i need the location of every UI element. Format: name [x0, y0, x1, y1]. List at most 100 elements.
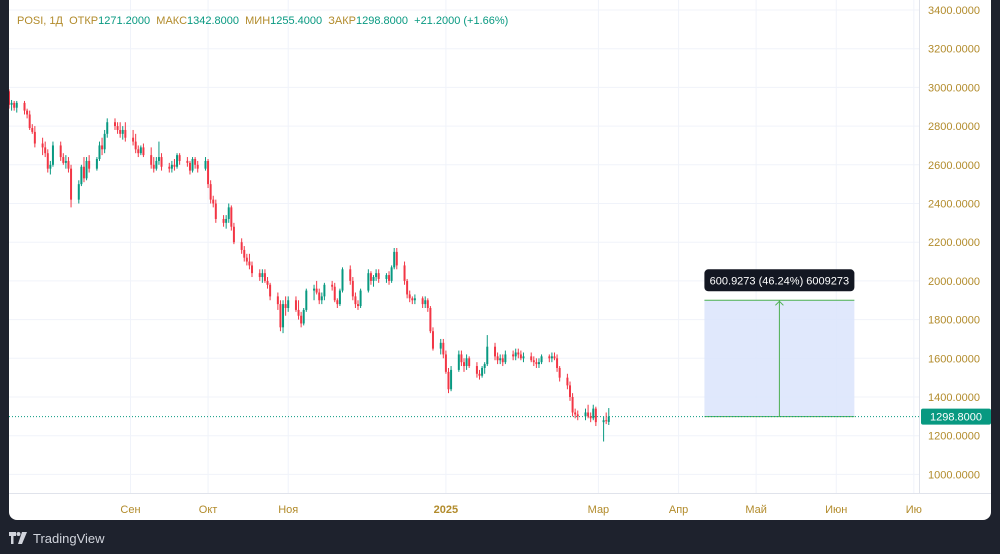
candle-body[interactable] — [426, 300, 429, 308]
candle-body[interactable] — [178, 155, 181, 161]
candle-body[interactable] — [263, 273, 266, 281]
candle-body[interactable] — [137, 149, 140, 154]
candle-body[interactable] — [23, 102, 26, 111]
candle-body[interactable] — [230, 207, 233, 227]
candle-body[interactable] — [209, 184, 212, 200]
candle-body[interactable] — [70, 168, 73, 200]
candle-body[interactable] — [243, 249, 246, 258]
candle-body[interactable] — [284, 304, 287, 308]
candle-body[interactable] — [592, 408, 595, 419]
candle-body[interactable] — [142, 147, 145, 156]
candle-body[interactable] — [403, 265, 406, 281]
candle-body[interactable] — [191, 158, 194, 171]
candle-body[interactable] — [302, 309, 305, 324]
candle-body[interactable] — [607, 416, 610, 422]
candle-body[interactable] — [535, 362, 538, 365]
candle-body[interactable] — [119, 129, 122, 134]
candle-body[interactable] — [287, 300, 290, 308]
legend-symbol[interactable]: POSI — [17, 15, 44, 27]
candle-body[interactable] — [222, 218, 225, 223]
candle-body[interactable] — [41, 143, 44, 148]
candle-body[interactable] — [176, 155, 179, 167]
candle-body[interactable] — [300, 315, 303, 324]
candle-body[interactable] — [494, 346, 497, 357]
candle-body[interactable] — [447, 371, 450, 390]
candle-body[interactable] — [519, 354, 522, 359]
candle-body[interactable] — [49, 164, 52, 169]
candle-body[interactable] — [188, 162, 191, 171]
candle-body[interactable] — [375, 273, 378, 278]
candle-body[interactable] — [232, 226, 235, 243]
candle-body[interactable] — [385, 275, 388, 279]
candle-body[interactable] — [139, 147, 142, 154]
candle-body[interactable] — [132, 137, 135, 142]
branding-footer[interactable]: TradingView — [9, 527, 105, 549]
candle-body[interactable] — [478, 373, 481, 376]
candle-body[interactable] — [377, 273, 380, 279]
candle-body[interactable] — [408, 294, 411, 299]
candle-body[interactable] — [227, 207, 230, 219]
candle-body[interactable] — [338, 290, 341, 305]
candle-body[interactable] — [444, 354, 447, 372]
candle-body[interactable] — [512, 354, 515, 357]
candle-body[interactable] — [457, 354, 460, 370]
candle-body[interactable] — [395, 251, 398, 266]
candle-body[interactable] — [468, 358, 471, 367]
candle-body[interactable] — [349, 269, 352, 281]
candle-body[interactable] — [540, 356, 543, 363]
candle-body[interactable] — [248, 261, 251, 266]
candle-body[interactable] — [173, 164, 176, 167]
candle-body[interactable] — [522, 356, 525, 359]
candle-body[interactable] — [225, 218, 228, 223]
candle-body[interactable] — [294, 300, 297, 310]
candle-body[interactable] — [532, 360, 535, 363]
candle-body[interactable] — [486, 346, 489, 365]
candle-body[interactable] — [77, 184, 80, 200]
candle-body[interactable] — [550, 356, 553, 359]
candle-body[interactable] — [421, 298, 424, 305]
candle-body[interactable] — [82, 166, 85, 179]
candle-body[interactable] — [367, 273, 370, 291]
candle-body[interactable] — [88, 160, 91, 169]
candle-body[interactable] — [318, 292, 321, 301]
candle-body[interactable] — [568, 385, 571, 397]
candle-body[interactable] — [351, 280, 354, 297]
candle-body[interactable] — [124, 129, 127, 138]
candle-body[interactable] — [261, 273, 264, 278]
candle-body[interactable] — [101, 145, 104, 150]
candle-body[interactable] — [431, 331, 434, 349]
candle-body[interactable] — [406, 280, 409, 295]
candle-body[interactable] — [372, 277, 375, 281]
last-price-tag[interactable] — [921, 408, 991, 425]
candle-body[interactable] — [305, 290, 308, 310]
candle-body[interactable] — [67, 160, 70, 169]
candle-body[interactable] — [279, 304, 282, 328]
candle-body[interactable] — [369, 273, 372, 281]
candle-body[interactable] — [103, 133, 106, 150]
candle-body[interactable] — [429, 307, 432, 332]
candle-body[interactable] — [411, 298, 414, 301]
candle-body[interactable] — [186, 160, 189, 163]
candle-body[interactable] — [212, 199, 215, 204]
candle-body[interactable] — [341, 269, 344, 291]
candle-body[interactable] — [537, 362, 540, 365]
candle-body[interactable] — [331, 284, 334, 287]
candle-body[interactable] — [59, 145, 62, 158]
candle-body[interactable] — [602, 420, 605, 423]
candle-body[interactable] — [323, 284, 326, 297]
candle-body[interactable] — [354, 296, 357, 305]
candle-body[interactable] — [51, 145, 54, 165]
candle-body[interactable] — [98, 145, 101, 159]
candle-body[interactable] — [160, 157, 163, 167]
candle-body[interactable] — [390, 267, 393, 281]
candle-body[interactable] — [442, 342, 445, 355]
candle-body[interactable] — [574, 412, 577, 415]
candle-body[interactable] — [566, 377, 569, 386]
candle-body[interactable] — [266, 280, 269, 285]
candle-body[interactable] — [463, 362, 465, 367]
candle-body[interactable] — [194, 158, 197, 165]
candle-body[interactable] — [240, 242, 243, 250]
candle-body[interactable] — [556, 358, 559, 368]
candle-body[interactable] — [204, 160, 207, 169]
candle-body[interactable] — [553, 356, 556, 359]
